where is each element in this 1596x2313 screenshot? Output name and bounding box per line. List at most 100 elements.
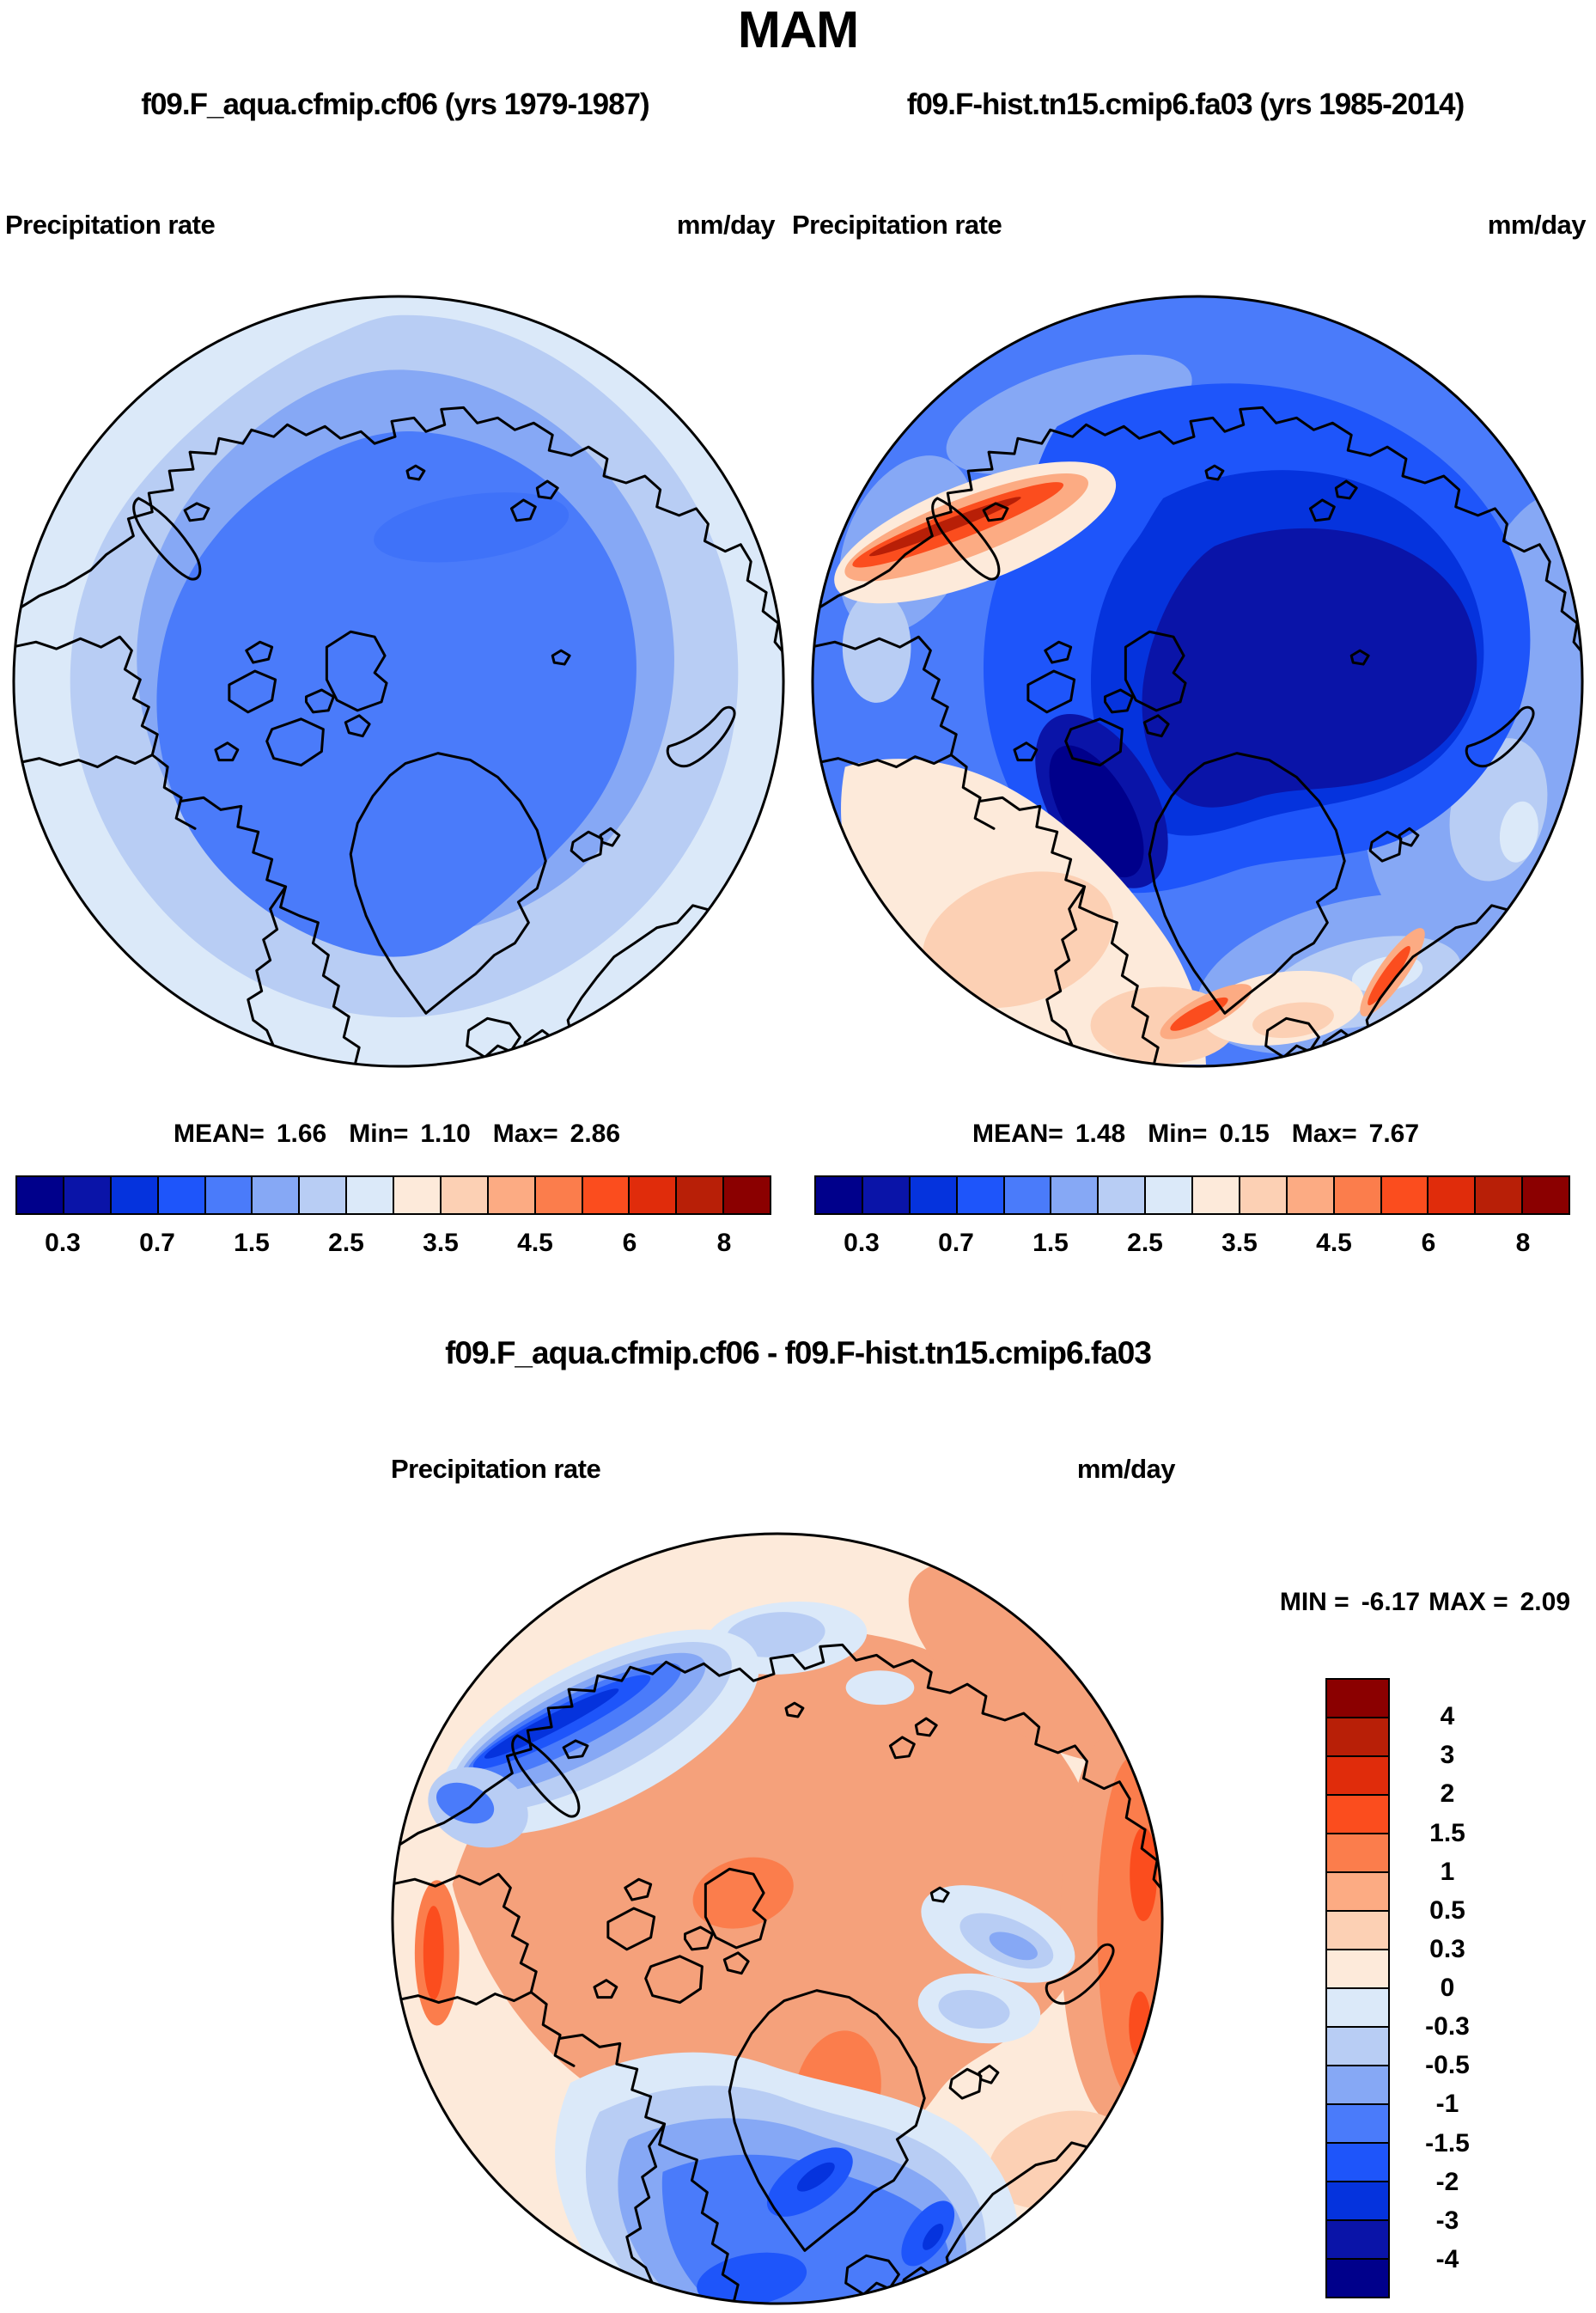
header-diff-panel: Precipitation rate mm/day (391, 1454, 1176, 1485)
colorbar-cell (1327, 1680, 1388, 1717)
colorbar-cell (17, 1177, 63, 1213)
variable-label-left: Precipitation rate (5, 210, 216, 240)
max-value: 7.67 (1368, 1120, 1420, 1148)
colorbar-tick-label: 0 (1440, 1974, 1455, 2002)
colorbar-cell (204, 1177, 252, 1213)
colorbar-right-panel (814, 1175, 1570, 1215)
max-label: Max= (1291, 1120, 1357, 1148)
colorbar-cell (1002, 1177, 1051, 1213)
colorbar-cell (1327, 1871, 1388, 1910)
colorbar-tick-label: 1.5 (1429, 1818, 1465, 1847)
colorbar-tick-label: 3.5 (423, 1229, 459, 1257)
colorbar-right-labels: 0.3 0.7 1.5 2.5 3.5 4.5 6 8 (814, 1229, 1570, 1263)
colorbar-cell (861, 1177, 909, 1213)
colorbar-cell (62, 1177, 110, 1213)
colorbar-cell (628, 1177, 676, 1213)
max-value: 2.09 (1520, 1588, 1570, 1616)
colorbar-cell (1327, 1755, 1388, 1794)
colorbar-cell (1144, 1177, 1191, 1213)
colorbar-tick-label: 1.5 (1033, 1229, 1069, 1257)
colorbar-left-labels: 0.3 0.7 1.5 2.5 3.5 4.5 6 8 (15, 1229, 771, 1263)
colorbar-cell (1327, 1794, 1388, 1833)
colorbar-cell (955, 1177, 1003, 1213)
units-label-left: mm/day (676, 210, 776, 240)
map-diff-panel (391, 1532, 1164, 2305)
colorbar-tick-label: 0.3 (45, 1229, 81, 1257)
colorbar-tick-label: 0.7 (938, 1229, 974, 1257)
colorbar-tick-label: 1 (1440, 1857, 1455, 1886)
colorbar-cell (1521, 1177, 1569, 1213)
colorbar-cell (533, 1177, 582, 1213)
colorbar-tick-label: -0.5 (1425, 2051, 1470, 2080)
colorbar-cell (1474, 1177, 1522, 1213)
colorbar-tick-label: 3 (1440, 1741, 1455, 1770)
colorbar-cell (1380, 1177, 1428, 1213)
colorbar-tick-label: -0.3 (1425, 2012, 1470, 2041)
colorbar-tick-label: 0.3 (1429, 1934, 1465, 1963)
min-value: 0.15 (1219, 1120, 1270, 1148)
colorbar-tick-label: -4 (1435, 2244, 1459, 2273)
subtitle-left-case: f09.F_aqua.cfmip.cf06 (yrs 1979-1987) (141, 88, 649, 121)
page-title: MAM (737, 1, 859, 58)
subtitle-right-case: f09.F-hist.tn15.cmip6.fa03 (yrs 1985-201… (906, 88, 1465, 121)
colorbar-cell (1238, 1177, 1286, 1213)
colorbar-cell (1327, 2065, 1388, 2103)
colorbar-cell (1191, 1177, 1239, 1213)
colorbar-cell (1327, 1949, 1388, 1987)
min-label: Min= (1148, 1120, 1208, 1148)
colorbar-cell (1332, 1177, 1380, 1213)
colorbar-tick-label: 0.3 (844, 1229, 880, 1257)
colorbar-diff-labels: 4 3 2 1.5 1 0.5 0.3 0 -0.3 -0.5 -1 -1.5 -2 -3 -4 (1400, 1678, 1495, 2298)
colorbar-tick-label: 0.5 (1429, 1895, 1465, 1925)
colorbar-cell (1327, 1717, 1388, 1755)
max-value: 2.86 (570, 1120, 621, 1148)
colorbar-tick-label: 4 (1440, 1702, 1455, 1731)
colorbar-cell (675, 1177, 723, 1213)
colorbar-cell (109, 1177, 157, 1213)
variable-label-diff: Precipitation rate (391, 1454, 601, 1484)
min-label: MIN = (1279, 1588, 1349, 1616)
colorbar-cell (1327, 1910, 1388, 1949)
min-value: 1.10 (420, 1120, 471, 1148)
colorbar-cell (1327, 2181, 1388, 2219)
colorbar-tick-label: 2.5 (328, 1229, 364, 1257)
colorbar-cell (908, 1177, 956, 1213)
colorbar-tick-label: 8 (716, 1229, 732, 1257)
mean-value: 1.66 (276, 1120, 327, 1148)
colorbar-tick-label: 0.7 (139, 1229, 175, 1257)
colorbar-cell (581, 1177, 629, 1213)
max-label: MAX = (1428, 1588, 1508, 1616)
colorbar-cell (298, 1177, 346, 1213)
colorbar-tick-label: -1 (1435, 2090, 1459, 2119)
colorbar-cell (1327, 2026, 1388, 2065)
colorbar-tick-label: 3.5 (1221, 1229, 1258, 1257)
map-right-panel (811, 295, 1584, 1068)
colorbar-cell (156, 1177, 204, 1213)
colorbar-left-panel (15, 1175, 771, 1215)
stats-right-panel: MEAN= 1.48 Min= 0.15 Max= 7.67 (804, 1120, 1587, 1149)
mean-label: MEAN= (972, 1120, 1063, 1148)
colorbar-tick-label: -1.5 (1425, 2128, 1470, 2157)
units-label-right: mm/day (1487, 210, 1587, 240)
colorbar-cell (1327, 1833, 1388, 1871)
colorbar-cell (722, 1177, 770, 1213)
colorbar-cell (393, 1177, 440, 1213)
colorbar-tick-label: 2 (1440, 1779, 1455, 1809)
min-label: Min= (349, 1120, 409, 1148)
max-label: Max= (492, 1120, 558, 1148)
colorbar-cell (1327, 1987, 1388, 2026)
colorbar-tick-label: -3 (1435, 2206, 1459, 2235)
mean-label: MEAN= (173, 1120, 265, 1148)
colorbar-tick-label: 8 (1515, 1229, 1531, 1257)
colorbar-cell (1327, 2219, 1388, 2258)
colorbar-diff-panel (1325, 1678, 1390, 2298)
colorbar-tick-label: 2.5 (1127, 1229, 1163, 1257)
map-left-panel (12, 295, 785, 1068)
colorbar-tick-label: 1.5 (234, 1229, 270, 1257)
colorbar-cell (345, 1177, 393, 1213)
variable-label-right: Precipitation rate (792, 210, 1002, 240)
units-label-diff: mm/day (1076, 1454, 1176, 1484)
colorbar-cell (1050, 1177, 1098, 1213)
colorbar-cell (1097, 1177, 1145, 1213)
